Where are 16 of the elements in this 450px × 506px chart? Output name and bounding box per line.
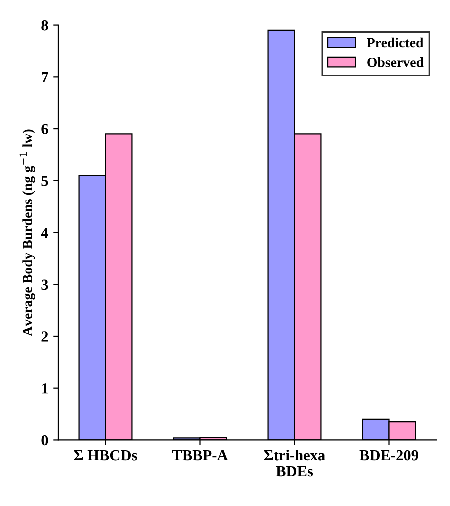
x-tick-label: TBBP-A [172, 450, 228, 461]
y-tick-label: 0 [42, 435, 48, 446]
y-tick-label: 3 [42, 280, 48, 290]
y-tick-label: 1 [42, 384, 48, 394]
x-tick-label: Σ HBCDs [74, 450, 138, 461]
legend-label: Predicted [367, 38, 424, 48]
x-tick-label: BDE-209 [360, 450, 418, 461]
y-tick-label: 4 [41, 228, 48, 238]
y-tick-label: 8 [42, 20, 48, 31]
y-axis-title: Average Body Burdens (ng g$^{−1}$ lw) [20, 130, 36, 336]
y-tick-label: 2 [42, 332, 48, 342]
y-tick-label: 5 [42, 176, 48, 186]
y-tick-label: 6 [42, 124, 48, 134]
y-tick-label: 7 [42, 72, 48, 82]
legend-label: Observed [368, 58, 424, 68]
x-tick-label: Σtri-hexa BDEs [264, 450, 326, 477]
